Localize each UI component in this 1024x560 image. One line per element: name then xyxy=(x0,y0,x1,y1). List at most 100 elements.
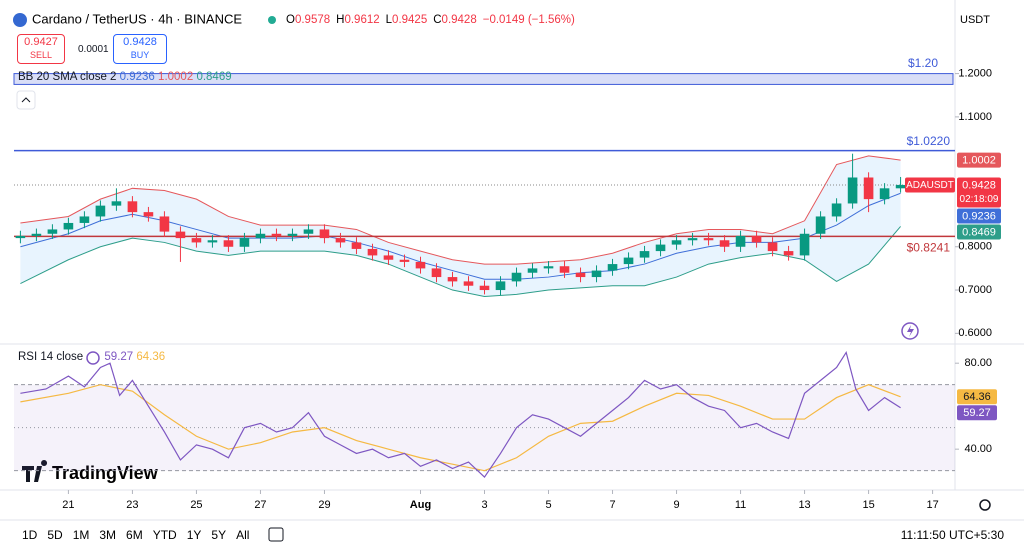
coin-icon xyxy=(13,13,27,27)
ohlc-letter: O xyxy=(286,14,295,26)
collapse-icon xyxy=(21,97,31,103)
candle-body xyxy=(815,216,826,234)
x-tick-label: 17 xyxy=(926,499,938,511)
x-tick-label: 29 xyxy=(318,499,330,511)
range-button[interactable]: YTD xyxy=(153,528,177,542)
candle-body xyxy=(863,177,874,200)
candle-body xyxy=(847,177,858,204)
range-button[interactable]: 3M xyxy=(99,528,116,542)
rsi-ma-value: 64.36 xyxy=(136,351,166,363)
price-tag xyxy=(957,224,1001,240)
candle-body xyxy=(127,201,138,213)
ohlc-letter: C xyxy=(433,14,441,26)
candle-body xyxy=(79,216,90,223)
bb-upper-value: 1.0002 xyxy=(158,71,194,83)
rsi-legend-label: RSI 14 close xyxy=(18,351,84,363)
price-tag xyxy=(957,208,1001,224)
candle-body xyxy=(191,238,202,243)
bb-legend-label: BB 20 SMA close 2 xyxy=(18,71,117,83)
currency[interactable]: USDT xyxy=(960,14,990,26)
candle-body xyxy=(623,257,634,265)
candle-body xyxy=(479,285,490,291)
rsi-tag xyxy=(957,389,997,405)
x-tick-label: 15 xyxy=(862,499,874,511)
candle-body xyxy=(47,229,58,234)
price-zone xyxy=(13,73,954,85)
x-tick-label: 27 xyxy=(254,499,266,511)
calendar-icon[interactable] xyxy=(268,527,284,542)
buy-price: 0.9428 xyxy=(123,36,157,48)
sell-button[interactable]: 0.9427 SELL xyxy=(17,34,65,64)
range-button[interactable]: 6M xyxy=(126,528,143,542)
y-tick-label: 0.6000 xyxy=(958,327,992,339)
candle-body xyxy=(783,251,794,256)
candle-body xyxy=(607,264,618,271)
range-button[interactable]: All xyxy=(236,528,249,542)
candle-body xyxy=(159,216,170,232)
y-tick-label: 1.1000 xyxy=(958,111,992,123)
price-tag-label: 0.9428 xyxy=(962,179,996,191)
range-button[interactable]: 5Y xyxy=(211,528,226,542)
hline-label: $0.8241 xyxy=(907,240,951,254)
change: −0.0149 (−1.56%) xyxy=(483,14,575,26)
candle-body xyxy=(447,277,458,282)
y-tick-label: 80.00 xyxy=(964,357,992,369)
rsi-line xyxy=(20,350,901,479)
hline-label: $1.0220 xyxy=(907,134,951,148)
candle-body xyxy=(735,235,746,247)
rsi-band xyxy=(14,384,955,471)
zone-label: $1.20 xyxy=(908,56,938,70)
candle-body xyxy=(175,231,186,239)
candle-body xyxy=(655,244,666,252)
candle-body xyxy=(415,261,426,269)
x-tick-label: 21 xyxy=(62,499,74,511)
candle-body xyxy=(319,229,330,239)
candle-body xyxy=(463,281,474,286)
spread: 0.0001 xyxy=(78,44,109,55)
collapse-button[interactable] xyxy=(16,90,36,110)
range-button[interactable]: 1M xyxy=(73,528,90,542)
candle-body xyxy=(15,235,26,239)
x-tick-label: Aug xyxy=(410,499,431,511)
rsi-tag-label: 64.36 xyxy=(963,391,991,403)
clock: 11:11:50 UTC+5:30 xyxy=(901,528,1005,542)
logo: TradingView xyxy=(52,463,159,483)
buy-button[interactable]: 0.9428 BUY xyxy=(113,34,167,64)
candle-body xyxy=(351,242,362,249)
settings-icon[interactable] xyxy=(979,499,991,511)
range-button[interactable]: 5D xyxy=(47,528,63,542)
candle-body xyxy=(559,266,570,273)
buy-label: BUY xyxy=(130,50,150,60)
price-tag-label: 0.8469 xyxy=(962,226,996,238)
candle-body xyxy=(895,184,906,189)
candle-body xyxy=(527,268,538,273)
price-tag-label: 1.0002 xyxy=(962,154,996,166)
y-tick-label: 1.2000 xyxy=(958,68,992,80)
x-tick-label: 13 xyxy=(798,499,810,511)
price-tag xyxy=(957,177,1001,208)
x-tick-label: 5 xyxy=(545,499,551,511)
range-button[interactable]: 1Y xyxy=(187,528,202,542)
x-tick-label: 25 xyxy=(190,499,202,511)
symbol: Cardano / TetherUS · 4h · BINANCE xyxy=(32,11,242,26)
price-tag-label: 0.9236 xyxy=(962,210,996,222)
candle-body xyxy=(31,233,42,236)
ohlc-value: 0.9578 xyxy=(295,14,330,26)
range-button[interactable]: 1D xyxy=(22,528,38,542)
candle-body xyxy=(799,233,810,256)
x-tick-label: 23 xyxy=(126,499,138,511)
rsi-line xyxy=(20,384,901,472)
candle-body xyxy=(511,272,522,282)
logo-mark xyxy=(22,460,48,482)
candle-body xyxy=(431,268,442,278)
candle-body xyxy=(639,251,650,258)
alert-icon[interactable] xyxy=(901,322,919,340)
rsi-tag-label: 59.27 xyxy=(963,407,991,419)
candle-body xyxy=(271,233,282,236)
candle-body xyxy=(63,222,74,230)
sell-label: SELL xyxy=(29,50,53,60)
candle-body xyxy=(671,240,682,245)
bb-lower-value: 0.8469 xyxy=(196,71,232,83)
alert-bolt xyxy=(907,325,914,337)
